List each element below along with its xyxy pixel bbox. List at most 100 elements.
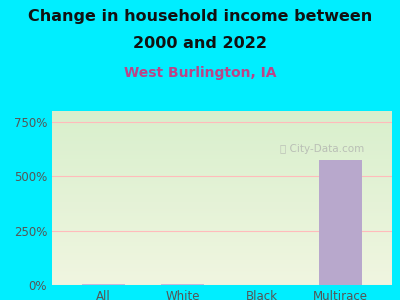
Bar (52, 165, 392, 166)
Bar (52, 160, 392, 161)
Bar (52, 149, 392, 150)
Bar (52, 269, 392, 270)
Bar (52, 156, 392, 157)
Bar (52, 115, 392, 116)
Bar (52, 227, 392, 228)
Bar (52, 244, 392, 245)
Bar (52, 235, 392, 236)
Bar (52, 134, 392, 135)
Bar (52, 185, 392, 186)
Bar (52, 277, 392, 278)
Bar (52, 111, 392, 112)
Bar (52, 266, 392, 267)
Bar (161, 284, 204, 285)
Bar (52, 184, 392, 185)
Bar (52, 141, 392, 142)
Bar (52, 229, 392, 230)
Bar (52, 280, 392, 281)
Bar (52, 199, 392, 200)
Bar (52, 147, 392, 148)
Bar (52, 125, 392, 126)
Text: Change in household income between: Change in household income between (28, 9, 372, 24)
Bar (52, 207, 392, 208)
Bar (52, 268, 392, 269)
Bar (52, 130, 392, 131)
Bar (52, 129, 392, 130)
Bar (52, 259, 392, 260)
Bar (52, 172, 392, 173)
Bar (52, 213, 392, 214)
Bar (52, 254, 392, 255)
Bar (52, 272, 392, 273)
Bar (52, 261, 392, 262)
Bar (52, 282, 392, 283)
Bar (52, 223, 392, 224)
Bar (52, 116, 392, 117)
Bar (52, 255, 392, 256)
Bar (52, 211, 392, 212)
Bar (52, 274, 392, 275)
Bar (52, 225, 392, 226)
Bar (52, 121, 392, 122)
Bar (52, 136, 392, 137)
Bar (52, 179, 392, 180)
Bar (52, 230, 392, 231)
Bar (52, 234, 392, 235)
Bar (52, 127, 392, 128)
Bar (52, 253, 392, 254)
Bar (52, 241, 392, 242)
Bar (52, 192, 392, 193)
Bar (52, 228, 392, 229)
Bar (52, 210, 392, 211)
Bar (52, 178, 392, 179)
Bar (52, 122, 392, 123)
Bar (52, 263, 392, 264)
Bar (52, 220, 392, 221)
Bar (52, 124, 392, 125)
Bar (52, 170, 392, 171)
Bar (52, 133, 392, 134)
Bar (52, 194, 392, 195)
Bar (52, 248, 392, 249)
Bar (52, 168, 392, 169)
Bar (52, 264, 392, 265)
Bar (52, 193, 392, 194)
Bar (52, 191, 392, 192)
Bar (52, 138, 392, 139)
Bar (52, 182, 392, 183)
Bar (52, 246, 392, 247)
Bar (52, 195, 392, 196)
Bar (52, 114, 392, 115)
Bar (52, 187, 392, 188)
Bar (52, 217, 392, 218)
Bar (52, 206, 392, 207)
Bar (52, 273, 392, 274)
Bar (52, 146, 392, 147)
Bar (52, 239, 392, 240)
Bar (52, 177, 392, 178)
Bar (52, 166, 392, 167)
Text: West Burlington, IA: West Burlington, IA (124, 66, 276, 80)
Bar (52, 161, 392, 162)
Bar (52, 281, 392, 282)
Bar (52, 262, 392, 263)
Bar (52, 276, 392, 277)
Bar (52, 142, 392, 143)
Bar (52, 212, 392, 213)
Bar (319, 160, 362, 285)
Text: 2000 and 2022: 2000 and 2022 (133, 36, 267, 51)
Bar (52, 208, 392, 209)
Bar (52, 275, 392, 276)
Bar (52, 183, 392, 184)
Bar (52, 174, 392, 175)
Bar (52, 221, 392, 222)
Bar (52, 162, 392, 163)
Bar (52, 112, 392, 113)
Bar (52, 215, 392, 216)
Bar (52, 180, 392, 181)
Bar (52, 186, 392, 187)
Bar (52, 247, 392, 248)
Bar (52, 224, 392, 225)
Bar (52, 120, 392, 121)
Bar (52, 181, 392, 182)
